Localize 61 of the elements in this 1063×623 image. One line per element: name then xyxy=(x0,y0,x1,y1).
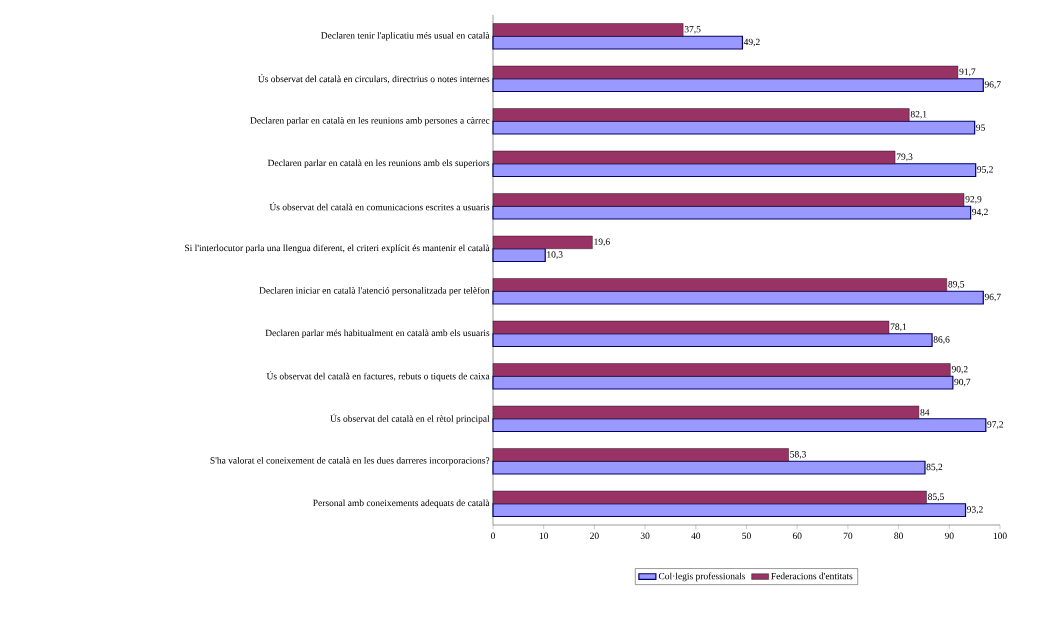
y-tick-label: Ús observat del català en comunicacions escrites a usuaris xyxy=(269,202,490,211)
data-label: 86,6 xyxy=(933,336,950,344)
data-label: 37,5 xyxy=(684,26,701,34)
data-label: 85,2 xyxy=(926,463,943,472)
x-tick-label: 70 xyxy=(843,532,853,539)
y-tick-label: Declaren iniciar en català l'atenció personalitzada per telèfon xyxy=(259,286,490,296)
data-label: 90,2 xyxy=(951,366,968,374)
y-tick-label: Personal amb coneixements adequats de català xyxy=(313,499,490,509)
bar xyxy=(492,375,954,390)
bar xyxy=(492,460,926,475)
y-tick-label: Si l'interlocutor parla una llengua diferent, el criteri explícit és mantenir el català xyxy=(185,244,490,254)
y-tick-label: Declaren parlar en català en les reunions amb els superiors xyxy=(267,159,490,169)
y-tick-label: Declaren parlar en català en les reunions amb persones a càrrec xyxy=(250,116,490,126)
data-label: 91,7 xyxy=(959,68,976,77)
y-tick-label: Ús observat del català en circulars, directrius o notes internes xyxy=(258,73,490,84)
y-tick-label: Ús observat del català en factures, rebuts o tiquets de caixa xyxy=(266,371,490,382)
y-tick-label: Declaren tenir l'aplicatiu més usual en català xyxy=(321,31,490,41)
x-tick-label: 30 xyxy=(640,532,650,539)
bar xyxy=(492,503,967,518)
data-label: 89,5 xyxy=(948,281,965,289)
x-tick-label: 20 xyxy=(590,532,599,539)
data-label: 92,9 xyxy=(965,196,982,204)
bar xyxy=(492,163,977,178)
x-tick-label: 40 xyxy=(691,532,701,539)
data-label: 90,7 xyxy=(954,378,971,387)
bar xyxy=(492,333,933,348)
bar xyxy=(492,120,976,135)
y-tick-label: S'ha valorat el coneixement de català en les dues darreres incorporacions? xyxy=(210,456,490,466)
data-label: 94,2 xyxy=(972,208,988,217)
x-tick-label: 0 xyxy=(491,532,496,539)
data-label: 96,7 xyxy=(984,293,1001,302)
bar xyxy=(492,78,984,93)
data-label: 58,3 xyxy=(790,451,806,459)
x-tick-label: 100 xyxy=(993,532,1007,539)
legend-label: Col·legis professionals xyxy=(658,572,746,582)
data-label: 78,1 xyxy=(890,323,907,332)
data-label: 82,1 xyxy=(910,111,927,119)
data-label: 97,2 xyxy=(987,421,1004,429)
x-tick-label: 90 xyxy=(944,532,954,539)
bar xyxy=(492,418,987,433)
bar xyxy=(492,205,972,220)
data-label: 95,2 xyxy=(977,166,993,174)
y-tick-label: Declaren parlar més habitualment en català amb els usuaris xyxy=(265,329,490,339)
bar xyxy=(492,290,984,305)
data-label: 96,7 xyxy=(984,81,1001,89)
data-label: 84 xyxy=(920,409,930,416)
bar xyxy=(492,248,546,263)
data-label: 49,2 xyxy=(743,38,760,47)
data-label: 19,6 xyxy=(594,238,610,247)
data-label: 93,2 xyxy=(967,506,983,514)
data-label: 95 xyxy=(976,124,985,131)
legend-label: Federacions d'entitats xyxy=(771,572,853,580)
x-tick-label: 80 xyxy=(894,532,903,539)
x-tick-label: 50 xyxy=(742,532,751,539)
data-label: 85,5 xyxy=(928,493,944,502)
x-tick-label: 60 xyxy=(792,532,802,539)
bar xyxy=(492,35,744,50)
data-label: 79,3 xyxy=(896,153,913,162)
y-tick-label: Ús observat del català en el rètol principal xyxy=(330,413,490,424)
data-label: 10,3 xyxy=(547,251,563,259)
x-tick-label: 10 xyxy=(539,532,549,539)
